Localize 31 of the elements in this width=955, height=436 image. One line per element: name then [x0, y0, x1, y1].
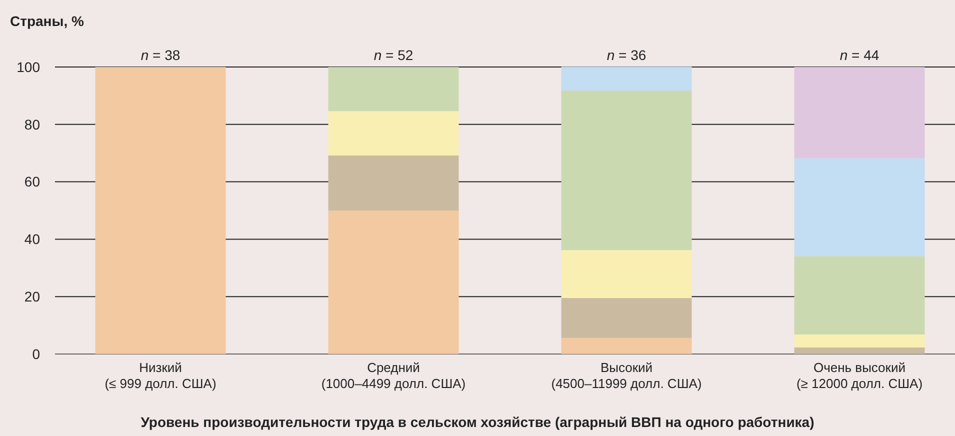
- y-tick-label: 100: [16, 58, 40, 75]
- bar: [561, 338, 692, 354]
- bar: [328, 210, 459, 354]
- annotation: n = 36: [606, 47, 646, 63]
- x-tick-label: Высокий (4500–11999 долл. США): [551, 360, 702, 391]
- y-tick-label: 80: [24, 116, 40, 132]
- y-tick-label: 20: [24, 288, 40, 304]
- bar: [794, 334, 925, 348]
- bar: [794, 158, 925, 256]
- bar: [561, 298, 692, 338]
- bar: [794, 67, 925, 158]
- bar: [561, 250, 692, 298]
- y-tick-label: 60: [24, 174, 40, 190]
- x-tick-label: Очень высокий (≥ 12000 долл. США): [796, 360, 923, 391]
- bar: [561, 90, 692, 250]
- bar: [328, 155, 459, 210]
- bar: [794, 347, 925, 354]
- bar: [328, 111, 459, 156]
- x-tick-label: Низкий (≤ 999 долл. США): [104, 360, 216, 391]
- bar: [794, 256, 925, 334]
- annotation: n = 52: [374, 47, 414, 63]
- x-axis-title: Уровень производительности труда в сельском хозяйстве (аграрный ВВП на одного работника): [140, 414, 814, 430]
- bar: [328, 67, 459, 112]
- annotation: n = 38: [140, 47, 180, 63]
- y-tick-label: 40: [24, 231, 40, 248]
- bar: [561, 66, 692, 91]
- y-tick-label: 0: [32, 346, 40, 362]
- y-axis-title: Страны, %: [10, 13, 84, 29]
- annotation: n = 44: [840, 47, 880, 63]
- x-tick-label: Средний (1000–4499 долл. США): [321, 360, 466, 391]
- bar: [95, 67, 226, 354]
